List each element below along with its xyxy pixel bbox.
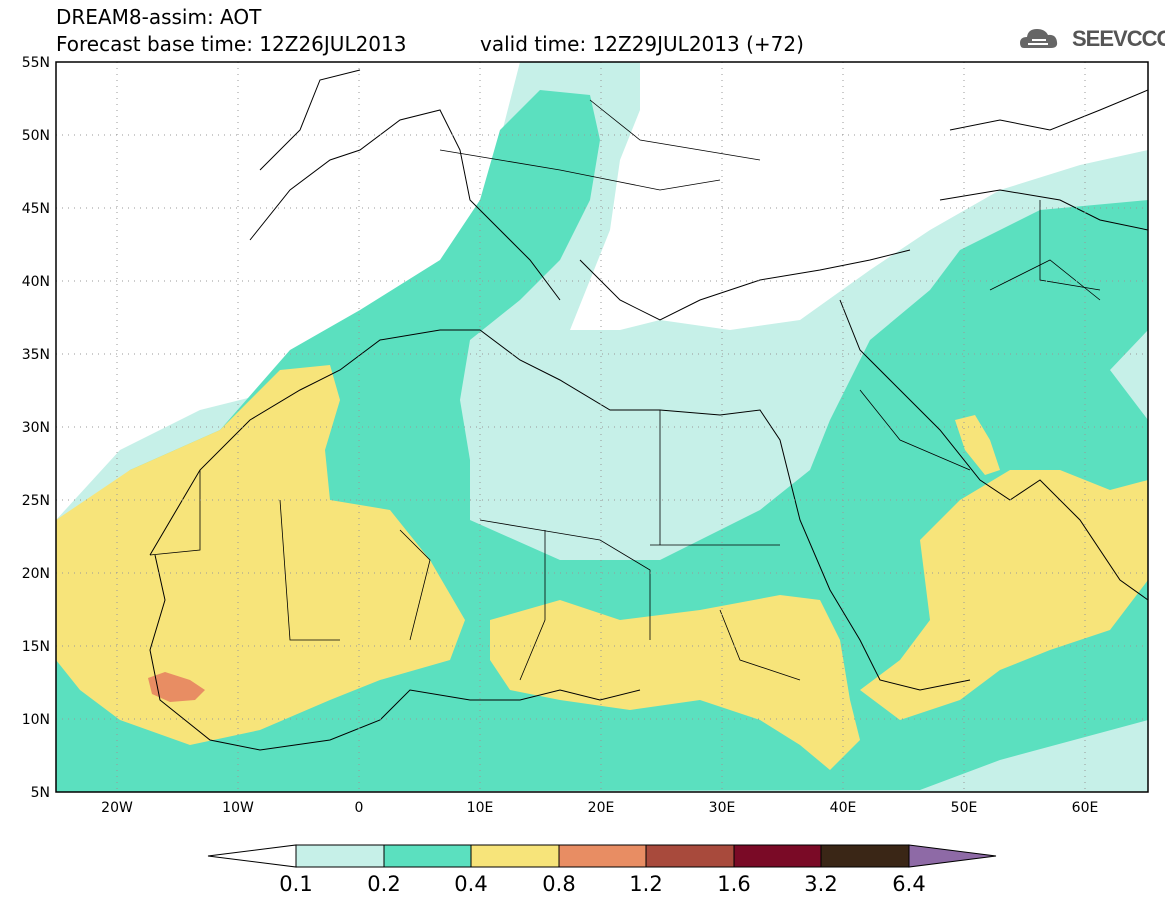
lon-label: 20E xyxy=(588,800,615,816)
colorbar-label: 3.2 xyxy=(804,872,838,896)
colorbar-swatch xyxy=(645,844,735,868)
lat-label: 50N xyxy=(22,128,50,144)
lat-label: 10N xyxy=(22,712,50,728)
logo-text: SEEVCCC xyxy=(1072,26,1165,51)
map-title: DREAM8-assim: AOT xyxy=(56,5,262,29)
colorbar-label: 1.2 xyxy=(629,872,663,896)
coastlines xyxy=(149,69,1148,751)
colorbar-swatch-above xyxy=(908,844,997,868)
colorbar-swatch xyxy=(558,844,647,868)
aot-band-high-central xyxy=(490,595,860,770)
colorbar-swatch xyxy=(733,844,822,868)
lat-label: 5N xyxy=(31,785,50,801)
base-time-label: Forecast base time: 12Z26JUL2013 xyxy=(56,32,407,56)
colorbar-label: 0.1 xyxy=(279,872,313,896)
colorbar-swatch xyxy=(820,844,910,868)
country-borders xyxy=(149,99,1101,681)
lat-label: 55N xyxy=(22,55,50,71)
lat-label: 40N xyxy=(22,274,50,290)
colorbar-label: 0.8 xyxy=(542,872,576,896)
colorbar-swatch-below xyxy=(207,844,297,868)
aot-band-high-gulf xyxy=(955,415,1000,475)
map-frame xyxy=(55,61,1149,793)
aot-band-high-west xyxy=(56,365,465,745)
lat-label: 15N xyxy=(22,639,50,655)
lat-label: 45N xyxy=(22,201,50,217)
colorbar xyxy=(207,844,997,868)
cloud-logo-icon xyxy=(1020,29,1058,48)
lon-label: 40E xyxy=(830,800,857,816)
colorbar-label: 0.4 xyxy=(454,872,488,896)
lat-axis: 55N 50N 45N 40N 35N 30N 25N 20N 15N 10N … xyxy=(22,55,50,801)
colorbar-swatch xyxy=(470,844,560,868)
lat-label: 35N xyxy=(22,347,50,363)
lon-label: 30E xyxy=(709,800,736,816)
lon-axis: 20W 10W 0 10E 20E 30E 40E 50E 60E xyxy=(101,800,1098,816)
lon-label: 50E xyxy=(951,800,978,816)
lon-label: 10W xyxy=(222,800,254,816)
lat-label: 20N xyxy=(22,566,50,582)
grid-lines xyxy=(56,62,1148,792)
colorbar-label: 1.6 xyxy=(717,872,751,896)
lon-label: 10E xyxy=(467,800,494,816)
lon-label: 60E xyxy=(1072,800,1099,816)
aot-band-high-east xyxy=(860,470,1148,720)
lat-label: 25N xyxy=(22,493,50,509)
lon-label: 0 xyxy=(355,800,364,816)
valid-time-label: valid time: 12Z29JUL2013 (+72) xyxy=(480,32,804,56)
colorbar-label: 0.2 xyxy=(367,872,401,896)
lat-label: 30N xyxy=(22,420,50,436)
aot-band-peak xyxy=(148,672,205,702)
colorbar-swatch xyxy=(383,844,472,868)
lon-label: 20W xyxy=(101,800,133,816)
colorbar-swatch xyxy=(295,844,385,868)
colorbar-label: 6.4 xyxy=(892,872,926,896)
